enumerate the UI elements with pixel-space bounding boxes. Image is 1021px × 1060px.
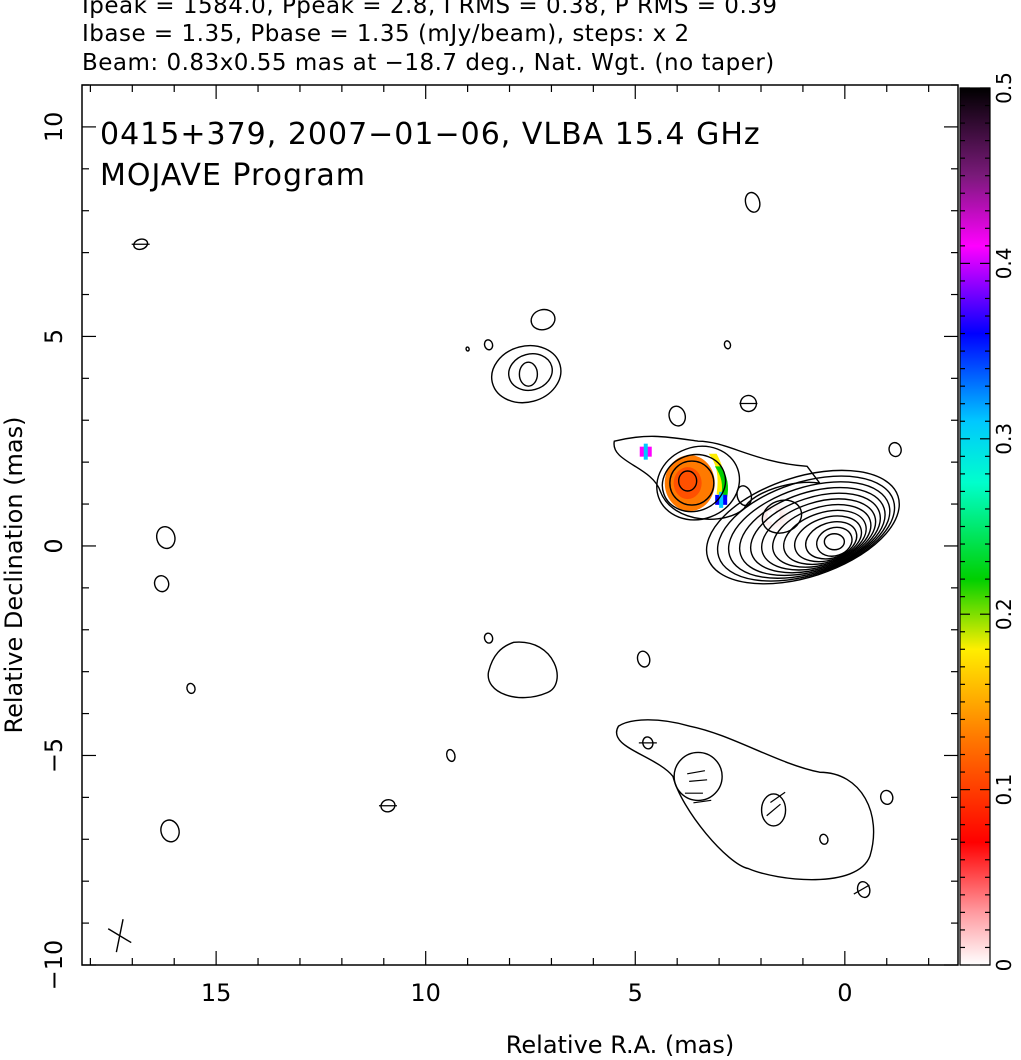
contour-noise: [133, 238, 149, 251]
polarization-vector: [687, 770, 706, 775]
contour-northern-blob: [518, 361, 539, 387]
contour-southern-lobe-knot: [760, 793, 787, 827]
contour-noise: [744, 191, 761, 213]
colorbar: 0 0.1 0.2 0.3 0.4 0.5: [959, 72, 1016, 972]
axes-layer: [81, 84, 959, 966]
contour-northern-blob: [508, 353, 553, 392]
polarization-pixel: [639, 443, 652, 460]
contour-core-peak: [823, 533, 846, 551]
contour-noise: [879, 789, 894, 806]
contour-noise: [856, 880, 871, 899]
y-tick-label: 0: [40, 538, 68, 553]
colorbar-tick-label: 0: [992, 959, 1016, 972]
contour-noise: [483, 339, 494, 351]
y-tick-label: −5: [40, 738, 68, 773]
polarization-pixel: [715, 491, 728, 508]
contour-southern-lobe: [615, 719, 875, 881]
contour-northern-blob: [491, 344, 562, 404]
contour-noise: [445, 748, 456, 763]
header-line-2: Ibase = 1.35, Pbase = 1.35 (mJy/beam), s…: [82, 21, 690, 47]
colorbar-tick-label: 0.2: [992, 598, 1016, 630]
y-tick-label: −10: [40, 940, 68, 991]
polarization-pixel-edge: [643, 443, 648, 460]
y-axis-label: Relative Declination (mas): [0, 416, 28, 733]
contour-southern-blob: [487, 641, 558, 699]
contour-noise: [483, 632, 494, 644]
contour-noise: [530, 308, 556, 331]
contour-noise: [642, 736, 654, 750]
contour-core: [794, 515, 863, 563]
x-tick-label: 10: [410, 979, 441, 1007]
x-axis-label: Relative R.A. (mas): [506, 1031, 734, 1059]
colorbar-tick-label: 0.1: [992, 774, 1016, 806]
contour-core: [749, 492, 882, 574]
contour-core: [727, 481, 891, 579]
header-line-1: Ipeak = 1584.0, Ppeak = 2.8, I RMS = 0.3…: [82, 0, 778, 19]
contour-knot: [669, 460, 715, 506]
polarization-pixel-edge: [771, 508, 776, 525]
x-tick-label: 15: [201, 979, 232, 1007]
y-tick-label: 10: [40, 112, 68, 143]
header-line-3: Beam: 0.83x0.55 mas at −18.7 deg., Nat. …: [82, 50, 775, 76]
contour-core: [738, 486, 886, 577]
polarization-vector: [693, 799, 712, 804]
contour-noise: [153, 575, 170, 593]
contour-inner-jet: [761, 499, 803, 534]
x-tick-label: 0: [837, 979, 852, 1007]
polarization-pixel: [767, 508, 780, 525]
plot-frame: [81, 84, 959, 966]
contour-noise: [819, 833, 829, 845]
beam-minor-axis: [107, 928, 132, 944]
contour-noise: [186, 682, 196, 695]
polarization-vector: [770, 791, 786, 804]
contour-knot: [661, 453, 727, 513]
contour-core: [805, 521, 858, 560]
contour-noise: [465, 346, 470, 352]
polarization-vector: [766, 803, 781, 817]
plot-title: 0415+379, 2007−01−06, VLBA 15.4 GHz: [100, 117, 761, 152]
colorbar-tick-label: 0.5: [992, 72, 1016, 104]
y-tick-label: 5: [40, 329, 68, 344]
contour-layer: [131, 191, 902, 899]
contour-noise: [723, 340, 732, 350]
contour-noise: [636, 650, 651, 668]
beam-layer: [107, 919, 132, 953]
contour-southern-lobe-knot: [673, 751, 723, 802]
contour-knot-envelope: [613, 435, 822, 520]
plot-subtitle: MOJAVE Program: [100, 158, 366, 193]
contour-knot: [656, 445, 741, 521]
polarization-pixel-edge: [719, 491, 724, 508]
contour-core: [705, 469, 900, 585]
colorbar-tick-label: 0.4: [992, 247, 1016, 279]
contour-core: [782, 509, 867, 566]
contour-knot-peak: [677, 470, 698, 492]
labels-layer: 15 10 5 0 10 5 0 −5 −10 Relative R.A. (mas) Relati…: [0, 112, 852, 1059]
contour-noise: [888, 441, 902, 458]
contour-core: [771, 503, 872, 568]
polarization-vector: [853, 884, 870, 895]
contour-noise: [736, 485, 753, 507]
contour-core: [815, 526, 853, 557]
x-tick-label: 5: [628, 979, 643, 1007]
contour-noise: [155, 525, 176, 550]
contour-core: [760, 498, 877, 571]
contour-noise: [668, 405, 687, 427]
polarization-vector: [689, 779, 708, 783]
contour-noise: [739, 394, 758, 413]
colorbar-tick-label: 0.3: [992, 423, 1016, 455]
contour-noise: [380, 798, 396, 813]
contour-noise: [160, 819, 180, 843]
polarization-patch: [673, 467, 702, 500]
